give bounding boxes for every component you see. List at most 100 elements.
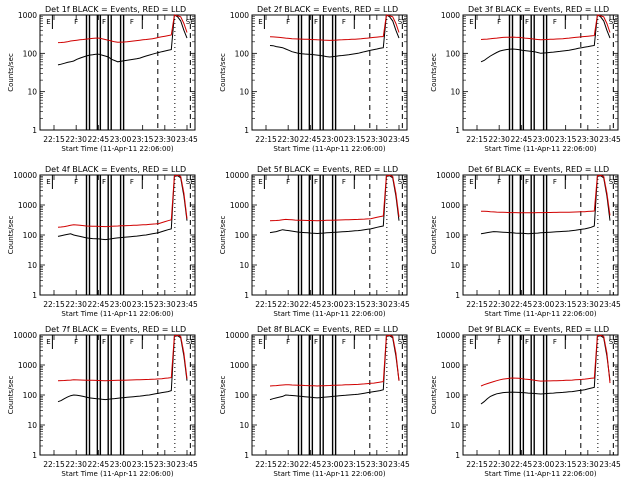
plot-frame	[251, 334, 408, 456]
x-tick-label: 23:15	[132, 300, 154, 309]
y-tick-label: 10000	[436, 331, 460, 340]
y-tick-label: 1000	[230, 201, 249, 210]
y-tick-label: 1	[32, 126, 37, 135]
y-tick-label: 1	[455, 451, 460, 460]
x-tick-label: 22:45	[88, 460, 110, 469]
x-axis-label: Start Time (11-Apr-11 22:06:00)	[484, 310, 596, 318]
x-tick-label: 22:15	[466, 460, 488, 469]
y-tick-label: 1	[455, 126, 460, 135]
x-tick-label: 22:45	[300, 460, 322, 469]
flag-label: F	[130, 18, 134, 26]
x-tick-label: 23:00	[110, 300, 132, 309]
y-tick-label: 100	[446, 49, 461, 58]
panel-det-4: Det 4f BLACK = Events, RED = LLD 1 10 100 10…	[7, 165, 198, 318]
x-tick-label: 22:15	[43, 135, 65, 144]
flag-label: F	[497, 178, 501, 186]
x-tick-label: 22:30	[277, 300, 299, 309]
events-series-line	[480, 335, 611, 405]
x-tick-label: 22:30	[65, 300, 87, 309]
x-tick-label: 22:45	[511, 135, 533, 144]
x-tick-label: 22:15	[255, 460, 277, 469]
flag-label: SE	[609, 338, 618, 346]
y-axis-label: Counts/sec	[7, 376, 15, 415]
y-tick-label: 10	[239, 88, 249, 97]
x-tick-label: 22:30	[488, 300, 510, 309]
panel-det-2: Det 2f BLACK = Events, RED = LLD 1 10 100 10…	[219, 5, 410, 153]
x-tick-label: 22:15	[43, 460, 65, 469]
plot-frame	[462, 334, 619, 456]
x-axis-label: Start Time (11-Apr-11 22:06:00)	[484, 145, 596, 153]
x-tick-label: 22:15	[255, 300, 277, 309]
flag-label: F	[286, 18, 290, 26]
events-series-line	[269, 14, 400, 58]
y-tick-label: 100	[23, 49, 38, 58]
flag-label: F	[74, 338, 78, 346]
panel-det-7: Det 7f BLACK = Events, RED = LLD 1 10 100 10…	[7, 325, 198, 478]
y-tick-label: 1000	[18, 11, 37, 20]
y-axis-label: Counts/sec	[430, 53, 438, 92]
flag-label: E	[258, 18, 262, 26]
flag-label: F	[525, 338, 529, 346]
x-tick-label: 23:30	[154, 460, 176, 469]
flag-label: E	[46, 178, 50, 186]
x-tick-label: 23:45	[388, 460, 410, 469]
lld-series-line	[480, 14, 611, 41]
chart-title: Det 9f BLACK = Events, RED = LLD	[468, 325, 609, 334]
flag-label: F	[286, 338, 290, 346]
flag-label: E	[46, 18, 50, 26]
x-tick-label: 23:45	[176, 300, 198, 309]
flag-label: F	[130, 178, 134, 186]
x-tick-label: 23:30	[577, 135, 599, 144]
lld-series-line	[269, 334, 400, 387]
chart-title: Det 3f BLACK = Events, RED = LLD	[468, 5, 609, 14]
x-tick-label: 22:30	[488, 135, 510, 144]
x-tick-label: 23:45	[388, 135, 410, 144]
flag-label: F	[342, 338, 346, 346]
x-tick-label: 23:15	[344, 300, 366, 309]
chart-title: Det 4f BLACK = Events, RED = LLD	[45, 165, 186, 174]
y-tick-label: 1000	[18, 361, 37, 370]
flag-label: SE	[609, 18, 618, 26]
flag-label: SE	[398, 18, 407, 26]
y-tick-label: 100	[235, 231, 250, 240]
y-tick-label: 100	[446, 231, 461, 240]
x-tick-label: 22:30	[65, 460, 87, 469]
x-axis-label: Start Time (11-Apr-11 22:06:00)	[273, 145, 385, 153]
y-tick-label: 1	[244, 451, 249, 460]
x-tick-label: 23:45	[599, 135, 621, 144]
x-tick-label: 22:45	[300, 135, 322, 144]
x-tick-label: 22:30	[488, 460, 510, 469]
x-tick-label: 22:45	[88, 135, 110, 144]
x-tick-label: 23:00	[533, 300, 555, 309]
y-tick-label: 10	[450, 421, 460, 430]
lld-series-line	[57, 14, 188, 44]
y-axis-label: Counts/sec	[219, 53, 227, 92]
y-tick-label: 10	[239, 261, 249, 270]
lld-series-line	[269, 174, 400, 222]
lld-series-line	[269, 14, 400, 41]
y-tick-label: 100	[235, 391, 250, 400]
x-tick-label: 23:00	[110, 135, 132, 144]
y-tick-label: 10	[27, 421, 37, 430]
flag-label: F	[525, 178, 529, 186]
y-tick-label: 10000	[436, 171, 460, 180]
x-tick-label: 22:45	[88, 300, 110, 309]
y-tick-label: 100	[23, 391, 38, 400]
flag-label: F	[74, 178, 78, 186]
events-series-line	[480, 175, 611, 235]
flag-label: F	[342, 178, 346, 186]
y-tick-label: 10	[239, 421, 249, 430]
lld-series-line	[480, 334, 611, 387]
y-tick-label: 1000	[441, 11, 460, 20]
y-axis-label: Counts/sec	[219, 216, 227, 255]
flag-label: F	[102, 178, 106, 186]
x-axis-label: Start Time (11-Apr-11 22:06:00)	[61, 145, 173, 153]
plot-frame	[39, 334, 196, 456]
y-tick-label: 10	[450, 261, 460, 270]
x-tick-label: 22:15	[466, 135, 488, 144]
x-tick-label: 22:15	[255, 135, 277, 144]
events-series-line	[57, 335, 188, 403]
chart-title: Det 2f BLACK = Events, RED = LLD	[257, 5, 398, 14]
x-tick-label: 23:15	[132, 460, 154, 469]
y-tick-label: 10	[27, 261, 37, 270]
